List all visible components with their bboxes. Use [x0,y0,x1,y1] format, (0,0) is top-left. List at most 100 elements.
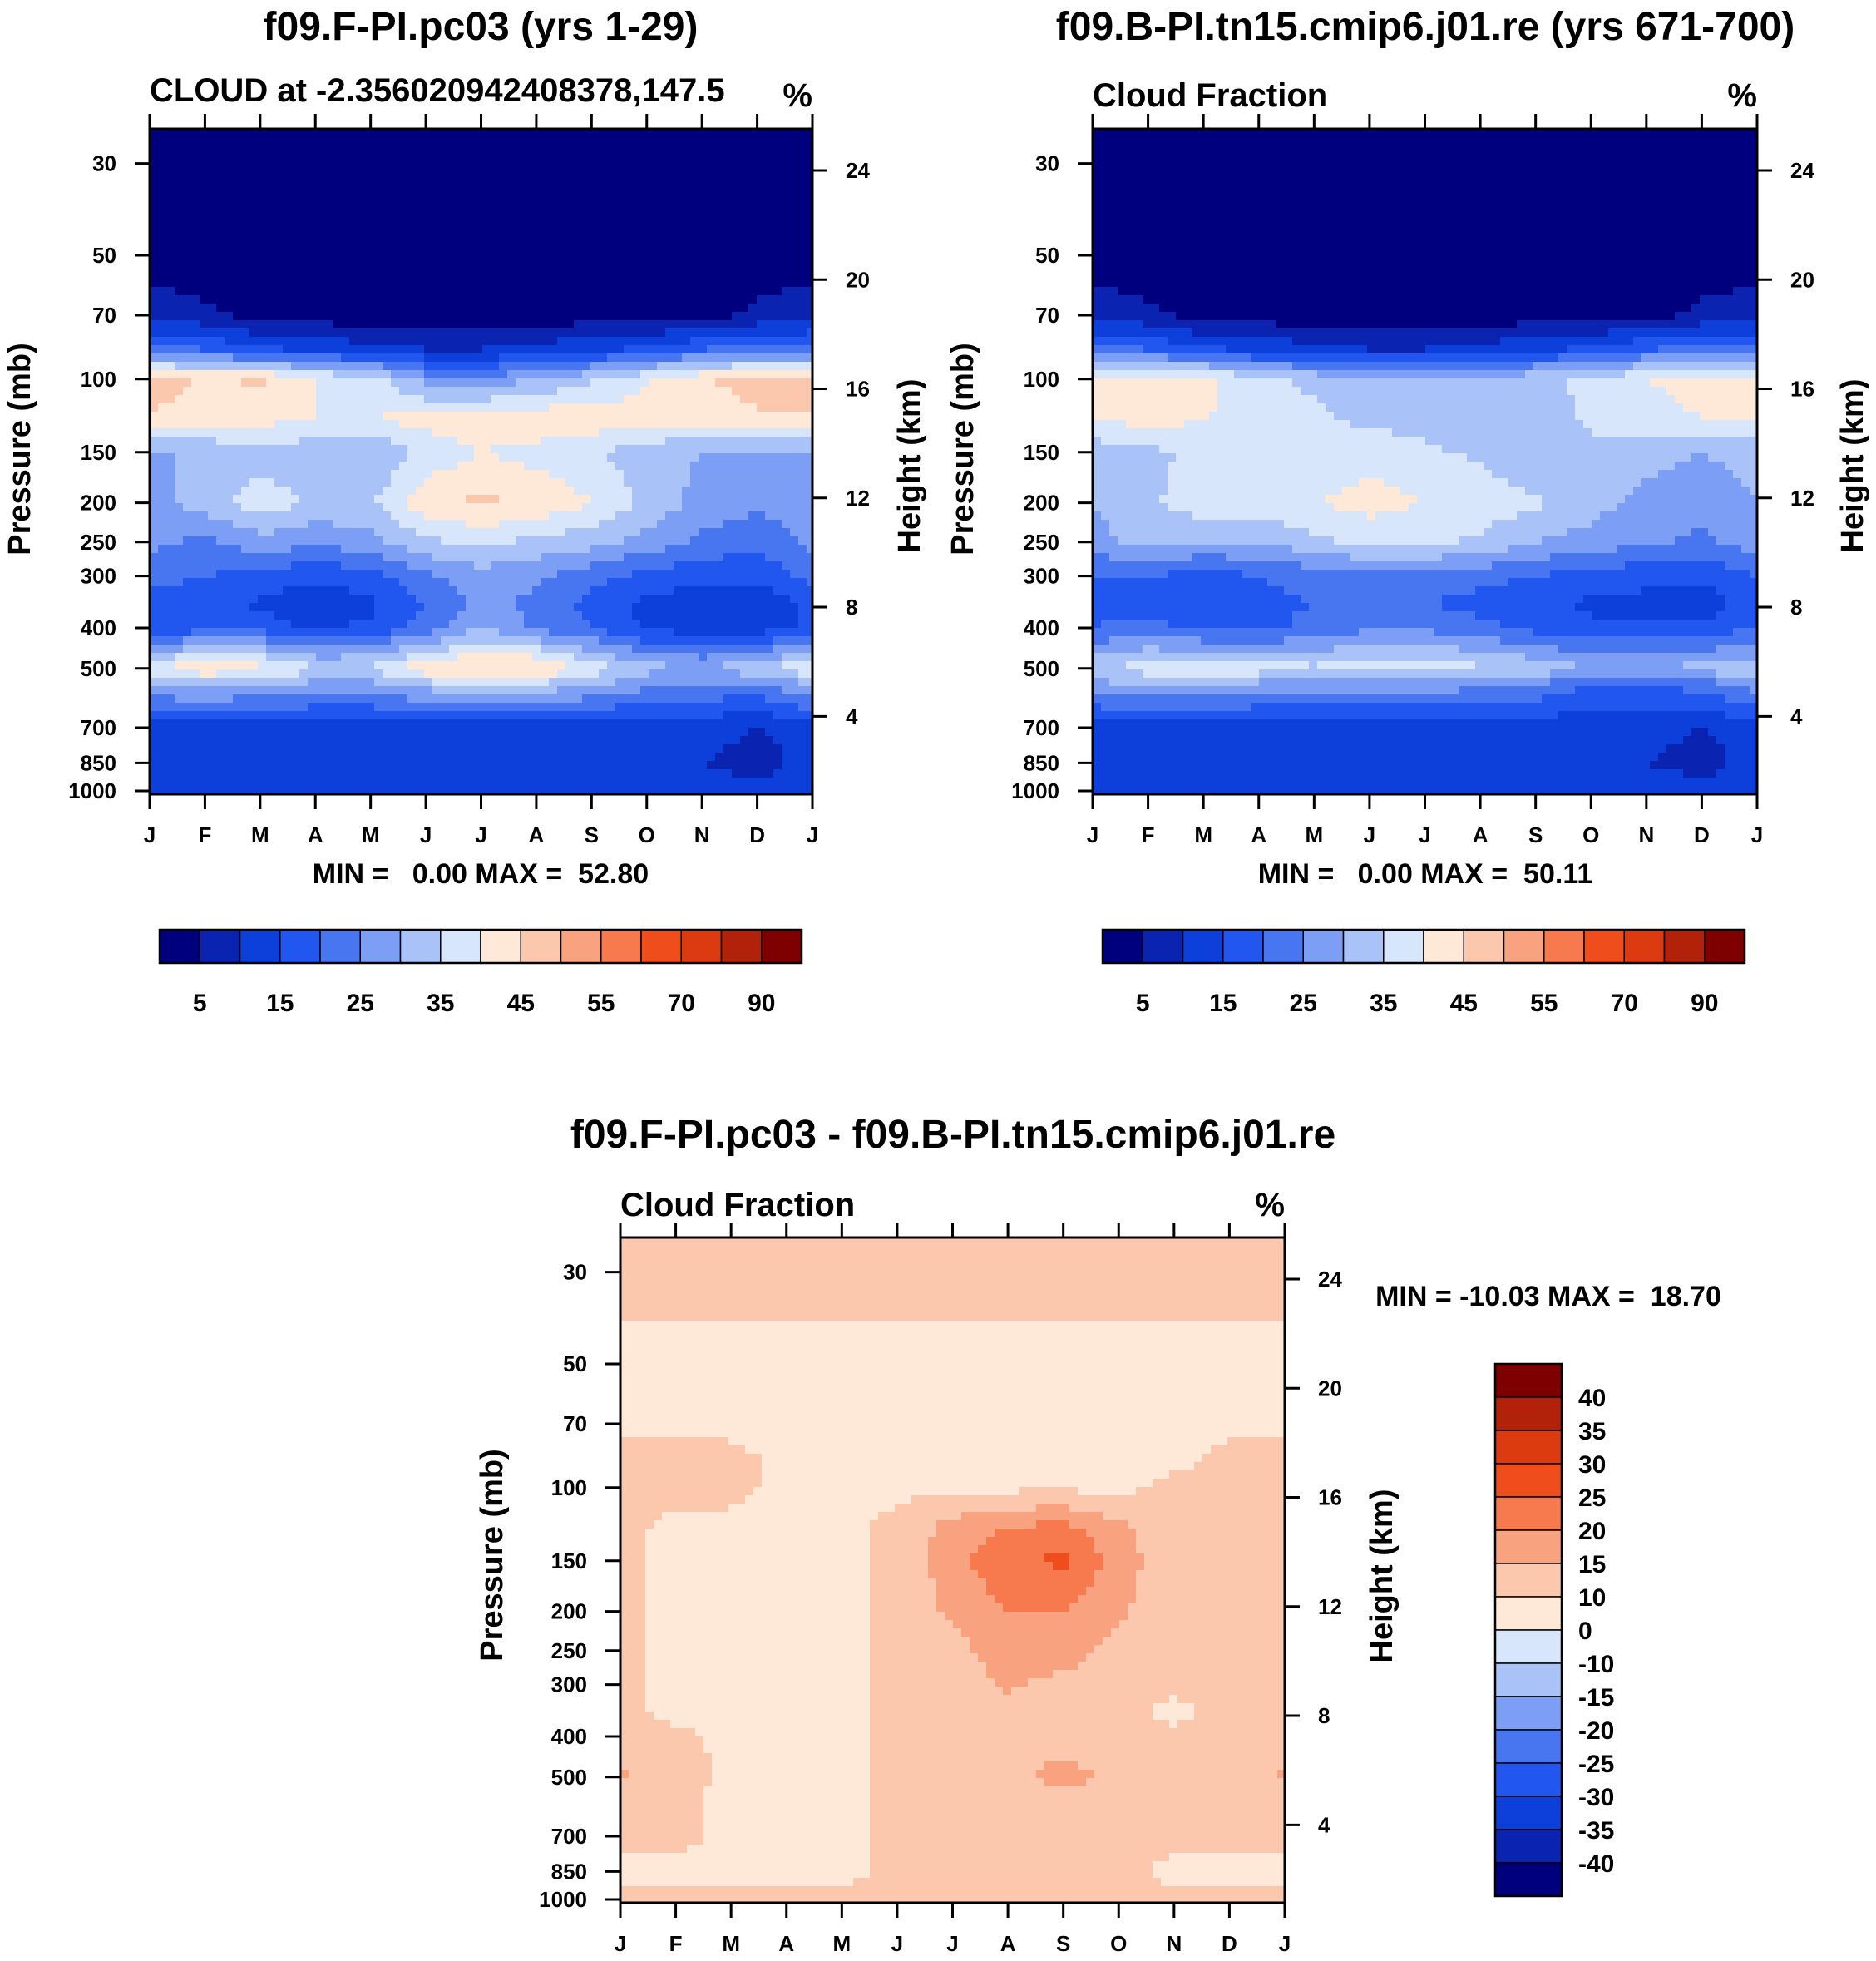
contour-cell [682,412,691,421]
contour-cell [557,146,566,155]
contour-cell [249,387,259,396]
contour-cell [740,179,749,188]
contour-cell [699,503,708,512]
contour-cell [732,295,741,304]
contour-cell [183,204,192,213]
contour-cell [432,154,442,163]
contour-cell [707,320,716,329]
contour-cell [574,636,583,645]
contour-cell [291,146,300,155]
contour-cell [773,295,782,304]
contour-cell [549,520,558,529]
contour-cell [225,245,234,254]
contour-cell [524,636,533,645]
contour-cell [632,412,641,421]
contour-cell [399,237,408,246]
contour-cell [665,636,674,645]
contour-cell [674,304,683,313]
contour-cell [491,586,500,595]
contour-cell [283,462,292,471]
contour-cell [166,129,175,138]
contour-cell [707,520,716,529]
contour-cell [366,478,375,487]
contour-cell [632,212,641,221]
contour-cell [383,520,392,529]
contour-cell [790,420,799,429]
contour-cell [175,611,184,620]
contour-cell [383,287,392,296]
contour-cell [441,162,450,171]
contour-cell [507,270,516,279]
contour-cell [366,528,375,537]
contour-cell [657,237,666,246]
contour-cell [200,387,209,396]
contour-cell [615,428,625,437]
contour-cell [590,345,600,354]
contour-cell [200,578,209,587]
contour-cell [416,195,425,205]
contour-cell [482,295,491,304]
contour-cell [358,170,367,180]
contour-cell [316,611,325,620]
contour-cell [150,320,159,329]
contour-cell [491,495,500,504]
contour-cell [615,162,625,171]
contour-cell [241,212,250,221]
contour-cell [773,428,782,437]
contour-cell [274,187,284,196]
contour-cell [216,428,225,437]
contour-cell [324,353,333,363]
contour-cell [657,453,666,462]
contour-cell [200,528,209,537]
contour-cell [557,270,566,279]
contour-cell [599,403,608,412]
contour-cell [225,237,234,246]
contour-cell [715,428,724,437]
contour-cell [690,287,699,296]
contour-cell [150,287,159,296]
contour-cell [183,370,192,379]
contour-cell [732,495,741,504]
contour-cell [715,520,724,529]
contour-cell [732,437,741,446]
contour-cell [732,412,741,421]
contour-cell [649,403,658,412]
contour-cell [191,179,200,188]
contour-cell [590,287,600,296]
contour-cell [316,520,325,529]
contour-cell [175,304,184,313]
contour-cell [615,536,625,546]
contour-cell [491,470,500,479]
contour-cell [690,536,699,546]
contour-cell [399,453,408,462]
contour-cell [557,129,566,138]
contour-cell [624,636,633,645]
contour-cell [233,503,242,512]
contour-cell [516,578,525,587]
contour-cell [674,337,683,346]
contour-cell [432,287,442,296]
contour-cell [699,287,708,296]
contour-cell [541,536,550,546]
contour-cell [732,378,741,388]
contour-cell [640,636,649,645]
contour-cell [482,437,491,446]
contour-cell [690,245,699,254]
contour-cell [757,279,766,288]
contour-cell [524,570,533,579]
contour-cell [274,487,284,496]
contour-cell [632,270,641,279]
contour-cell [299,536,309,546]
contour-cell [474,187,483,196]
contour-cell [399,545,408,554]
contour-cell [557,337,566,346]
contour-cell [782,237,791,246]
contour-cell [807,295,812,304]
contour-cell [299,611,309,620]
contour-cell [657,304,666,313]
contour-cell [374,387,383,396]
contour-cell [798,462,807,471]
contour-cell [632,636,641,645]
contour-cell [723,378,733,388]
contour-cell [200,620,209,629]
